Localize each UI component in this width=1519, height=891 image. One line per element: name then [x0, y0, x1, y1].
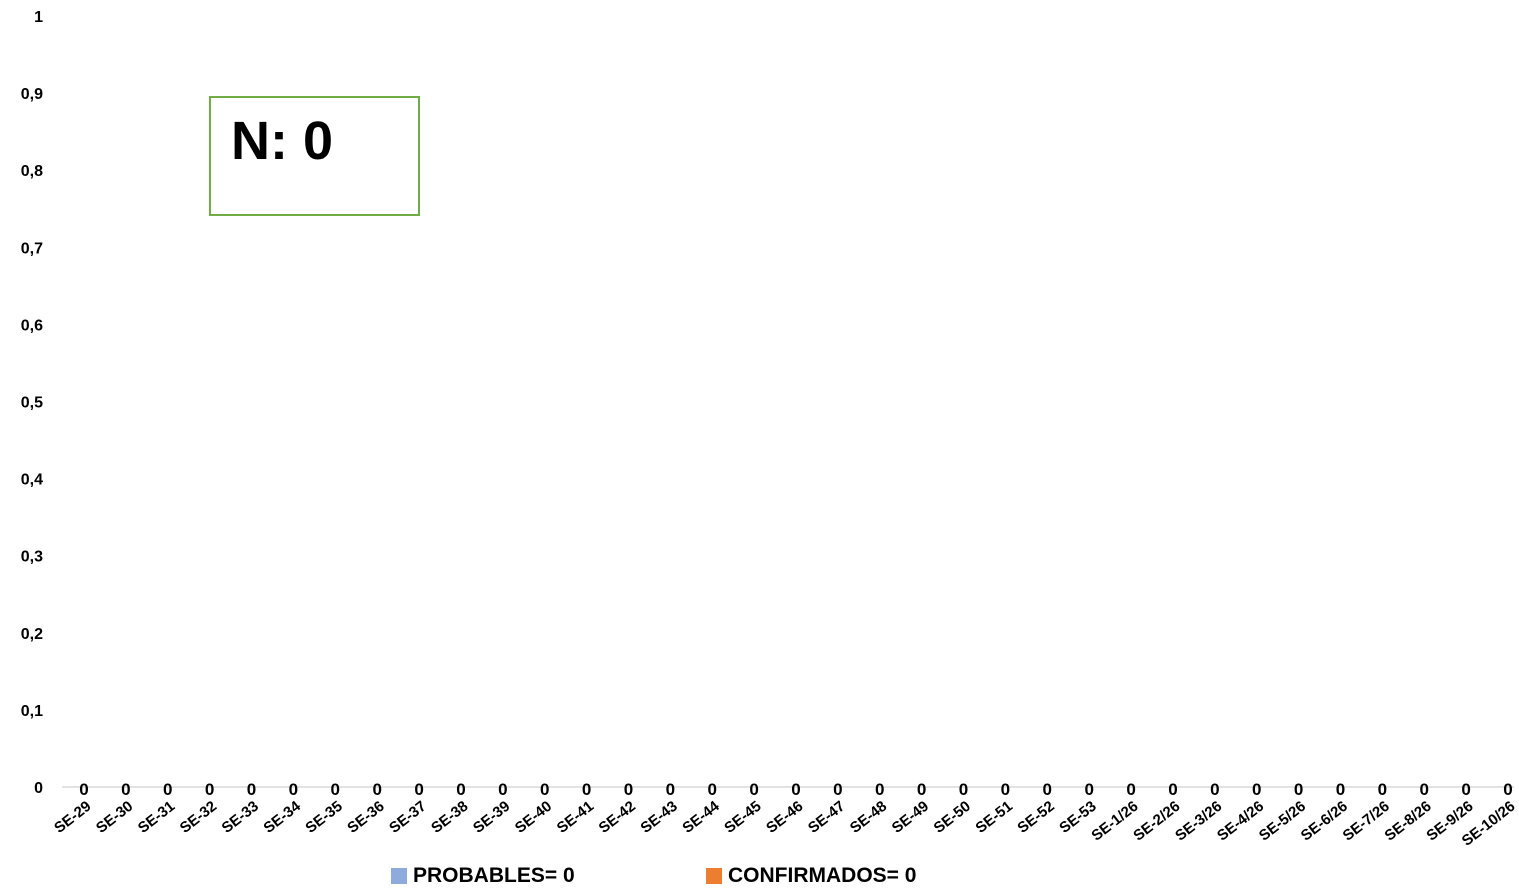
x-tick-label: SE-36	[344, 798, 387, 837]
data-label: 0	[1210, 780, 1219, 799]
data-label: 0	[289, 780, 298, 799]
data-label: 0	[1043, 780, 1052, 799]
x-tick-label: SE-3/26	[1172, 798, 1225, 845]
x-tick-label: SE-50	[931, 798, 974, 837]
data-label: 0	[1378, 780, 1387, 799]
data-label: 0	[414, 780, 423, 799]
data-label: 0	[1503, 780, 1512, 799]
y-axis-ticks: 0 0,1 0,2 0,3 0,4 0,5 0,6 0,7 0,8 0,9 1	[21, 9, 43, 797]
n-annotation-text: N: 0	[231, 111, 334, 171]
x-tick-label: SE-2/26	[1130, 798, 1183, 845]
y-tick-label: 0,5	[21, 395, 43, 412]
data-label: 0	[121, 780, 130, 799]
data-label: 0	[875, 780, 884, 799]
y-tick-label: 0,9	[21, 86, 43, 103]
data-label: 0	[247, 780, 256, 799]
legend-label-probables: PROBABLES= 0	[413, 864, 575, 887]
x-tick-label: SE-40	[512, 798, 555, 837]
data-label: 0	[331, 780, 340, 799]
legend-swatch-probables	[391, 868, 407, 884]
x-tick-label: SE-51	[973, 798, 1016, 837]
legend-item-probables: PROBABLES= 0	[391, 864, 575, 888]
y-tick-label: 0,4	[21, 472, 43, 489]
data-label: 0	[624, 780, 633, 799]
x-tick-label: SE-35	[302, 798, 345, 837]
x-tick-label: SE-37	[386, 798, 429, 837]
data-label: 0	[666, 780, 675, 799]
x-tick-label: SE-5/26	[1256, 798, 1309, 845]
x-tick-label: SE-48	[847, 798, 890, 837]
x-tick-label: SE-8/26	[1382, 798, 1435, 845]
x-tick-label: SE-7/26	[1340, 798, 1393, 845]
legend-swatch-confirmados	[706, 868, 722, 884]
data-label: 0	[498, 780, 507, 799]
x-tick-label: SE-4/26	[1214, 798, 1267, 845]
data-label: 0	[1461, 780, 1470, 799]
x-tick-label: SE-1/26	[1088, 798, 1141, 845]
x-tick-label: SE-41	[554, 798, 597, 837]
data-label: 0	[749, 780, 758, 799]
data-label: 0	[791, 780, 800, 799]
data-label: 0	[456, 780, 465, 799]
y-tick-label: 1	[34, 9, 43, 26]
data-label: 0	[540, 780, 549, 799]
data-label: 0	[79, 780, 88, 799]
y-tick-label: 0,3	[21, 549, 43, 566]
y-tick-label: 0,1	[21, 703, 43, 720]
x-tick-label: SE-39	[470, 798, 513, 837]
x-tick-label: SE-44	[679, 797, 723, 836]
data-label: 0	[1252, 780, 1261, 799]
x-tick-label: SE-32	[177, 798, 220, 837]
legend-item-confirmados: CONFIRMADOS= 0	[706, 864, 916, 888]
x-tick-label: SE-49	[889, 798, 932, 837]
legend-label-confirmados: CONFIRMADOS= 0	[728, 864, 917, 887]
x-tick-label: SE-31	[135, 798, 178, 837]
x-tick-label: SE-38	[428, 798, 471, 837]
data-label: 0	[372, 780, 381, 799]
data-label: 0	[1126, 780, 1135, 799]
x-tick-label: SE-34	[261, 797, 305, 836]
data-label: 0	[708, 780, 717, 799]
x-tick-label: SE-52	[1014, 798, 1057, 837]
x-tick-label: SE-45	[721, 798, 764, 837]
data-label: 0	[1168, 780, 1177, 799]
data-label: 0	[205, 780, 214, 799]
x-tick-label: SE-46	[763, 798, 806, 837]
y-tick-label: 0,7	[21, 240, 43, 257]
y-tick-label: 0	[34, 780, 43, 797]
x-tick-label: SE-30	[93, 798, 136, 837]
x-tick-label: SE-43	[637, 798, 680, 837]
n-annotation-box: N: 0	[209, 96, 420, 216]
data-label: 0	[959, 780, 968, 799]
data-label: 0	[1294, 780, 1303, 799]
x-axis-ticks: SE-29SE-30SE-31SE-32SE-33SE-34SE-35SE-36…	[51, 797, 1518, 849]
data-label: 0	[582, 780, 591, 799]
x-tick-label: SE-47	[805, 798, 848, 837]
data-labels: 0 0 0 0 0 0 0 0 0 0 0 0 0 0 0 0 0 0 0 0 0 0 0 0 0 0 0 0 0 0 0 0 0 0 0	[79, 780, 1512, 799]
x-tick-label: SE-33	[219, 798, 262, 837]
data-label: 0	[163, 780, 172, 799]
data-label: 0	[1084, 780, 1093, 799]
data-label: 0	[1001, 780, 1010, 799]
data-label: 0	[1336, 780, 1345, 799]
data-label: 0	[1420, 780, 1429, 799]
data-label: 0	[833, 780, 842, 799]
y-tick-label: 0,8	[21, 163, 43, 180]
y-tick-label: 0,2	[21, 626, 43, 643]
data-label: 0	[917, 780, 926, 799]
x-tick-label: SE-42	[596, 798, 639, 837]
x-tick-label: SE-29	[51, 798, 94, 837]
x-tick-label: SE-6/26	[1298, 798, 1351, 845]
y-tick-label: 0,6	[21, 317, 43, 334]
